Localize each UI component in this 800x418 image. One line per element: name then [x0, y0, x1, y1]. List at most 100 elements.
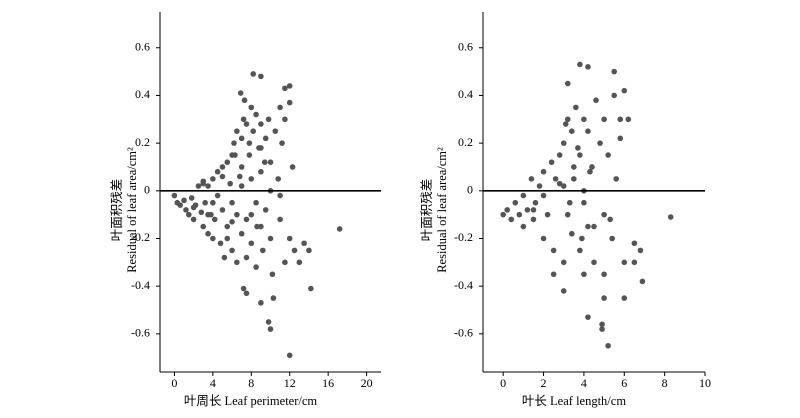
data-point: [258, 145, 264, 151]
data-point: [253, 111, 259, 118]
y-tick-label: 0.6: [458, 40, 473, 54]
data-point: [238, 164, 245, 170]
data-point: [198, 209, 205, 216]
data-point: [205, 183, 211, 189]
data-point: [254, 223, 260, 230]
data-point: [564, 116, 571, 123]
x-tick-label: 4: [210, 376, 216, 390]
data-point: [536, 183, 543, 189]
data-point: [267, 326, 274, 332]
data-point: [231, 140, 237, 146]
data-point: [577, 247, 583, 254]
y-tick-label: 0.6: [135, 40, 150, 54]
data-point: [234, 128, 240, 135]
data-point: [262, 207, 269, 213]
x-tick-label: 4: [581, 376, 587, 390]
data-point: [243, 121, 250, 127]
data-point: [246, 152, 253, 158]
data-point: [219, 173, 226, 180]
data-point: [621, 87, 628, 94]
data-point: [581, 271, 587, 278]
data-point: [183, 207, 189, 213]
data-point: [550, 247, 557, 254]
data-point: [516, 211, 523, 218]
data-point: [250, 71, 257, 77]
data-point: [336, 226, 343, 232]
data-point: [571, 176, 577, 182]
data-point: [275, 176, 281, 182]
data-point: [224, 223, 231, 230]
data-point: [267, 235, 274, 242]
data-point: [569, 128, 575, 135]
data-point: [272, 128, 279, 135]
y-tick-label: 0.2: [458, 135, 473, 149]
data-point: [530, 216, 537, 223]
data-point: [573, 104, 579, 111]
data-point: [289, 164, 296, 170]
data-point: [607, 216, 613, 223]
x-tick-label: 12: [284, 376, 296, 390]
data-point: [587, 168, 593, 175]
data-point: [248, 240, 255, 247]
data-point: [261, 159, 268, 165]
data-point: [571, 164, 577, 170]
y-tick-label: -0.6: [454, 326, 473, 340]
data-point: [243, 216, 250, 223]
data-point: [210, 176, 216, 182]
data-point: [631, 259, 638, 266]
data-point: [591, 259, 597, 266]
data-point: [637, 247, 644, 254]
data-point: [221, 254, 228, 261]
data-point: [575, 145, 581, 151]
data-point: [560, 259, 567, 266]
data-point: [597, 140, 603, 146]
data-point: [577, 61, 583, 68]
data-point: [296, 259, 303, 266]
data-point: [171, 192, 178, 199]
data-point: [282, 85, 288, 92]
data-point: [262, 135, 269, 142]
data-point: [258, 73, 264, 80]
data-point: [219, 164, 226, 170]
data-point: [248, 176, 255, 182]
x-tick-label: 16: [322, 376, 334, 390]
data-point: [291, 247, 298, 254]
data-point: [258, 168, 264, 175]
data-point: [611, 68, 617, 75]
data-point: [601, 116, 607, 123]
data-point: [667, 214, 674, 220]
data-point: [286, 235, 293, 242]
data-point: [267, 159, 274, 165]
data-point: [277, 216, 283, 223]
data-point: [232, 152, 238, 158]
data-point: [253, 199, 259, 206]
data-point: [205, 230, 211, 237]
data-point: [560, 140, 567, 146]
y-axis-label: Residual of leaf area/cm²: [435, 147, 449, 273]
y-tick-label: 0.4: [458, 87, 473, 101]
data-point: [621, 295, 628, 301]
y-tick-label: 0.4: [135, 87, 150, 101]
data-point: [560, 183, 567, 189]
data-point: [550, 271, 557, 278]
data-point: [238, 230, 245, 237]
data-point: [520, 223, 527, 230]
data-point: [202, 199, 208, 206]
data-point: [258, 121, 264, 127]
data-point: [540, 235, 547, 242]
y-tick-label: -0.4: [454, 278, 473, 292]
data-point: [177, 202, 183, 208]
data-point: [258, 300, 264, 306]
data-point: [234, 211, 240, 218]
y-tick-label: -0.4: [131, 278, 150, 292]
data-point: [240, 116, 247, 123]
data-point: [528, 176, 535, 182]
data-point: [260, 247, 266, 254]
data-point: [270, 295, 277, 301]
y-tick-label: -0.2: [131, 230, 150, 244]
data-point: [229, 219, 235, 225]
data-point: [253, 264, 259, 270]
data-point: [217, 240, 224, 247]
data-point: [282, 259, 288, 266]
data-point: [581, 199, 587, 206]
